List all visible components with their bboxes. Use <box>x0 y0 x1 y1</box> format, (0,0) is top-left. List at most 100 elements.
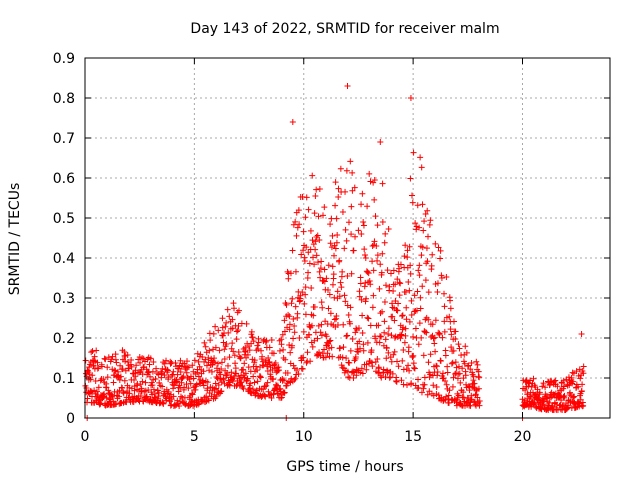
data-point <box>187 380 194 387</box>
data-point <box>257 374 264 381</box>
data-point <box>155 389 162 396</box>
data-point <box>411 308 418 315</box>
data-point <box>381 239 388 246</box>
data-point <box>376 285 383 292</box>
data-point <box>561 392 568 399</box>
data-point <box>449 359 456 366</box>
data-point <box>340 344 347 351</box>
data-point <box>182 363 189 370</box>
data-point <box>554 383 561 390</box>
data-point <box>364 339 371 346</box>
data-point <box>122 358 129 365</box>
data-point <box>208 368 215 375</box>
data-point <box>371 196 378 203</box>
data-point <box>526 393 533 400</box>
data-point <box>410 333 417 340</box>
data-point <box>422 211 429 218</box>
data-point <box>174 378 181 385</box>
data-point <box>294 366 301 373</box>
data-point <box>207 337 214 344</box>
data-point <box>167 360 174 367</box>
data-point <box>398 331 405 338</box>
data-point <box>468 392 475 399</box>
data-point <box>441 303 448 310</box>
data-point <box>456 345 463 352</box>
data-point <box>379 250 386 257</box>
data-point <box>404 254 411 261</box>
data-point <box>279 331 286 338</box>
data-point <box>573 368 580 375</box>
data-point <box>272 359 279 366</box>
data-point <box>195 358 202 365</box>
data-point <box>161 391 168 398</box>
data-point <box>424 391 431 398</box>
data-point <box>316 185 323 192</box>
data-point <box>364 203 371 210</box>
data-point <box>128 363 135 370</box>
data-point <box>109 366 116 373</box>
data-point <box>180 373 187 380</box>
data-point <box>261 392 268 399</box>
data-point <box>409 354 416 361</box>
data-point <box>565 404 572 411</box>
data-point <box>382 230 389 237</box>
data-point <box>211 355 218 362</box>
data-point <box>249 386 256 393</box>
data-point <box>238 379 245 386</box>
data-point <box>333 312 340 319</box>
data-point <box>426 221 433 228</box>
data-point <box>147 395 154 402</box>
data-point <box>290 362 297 369</box>
data-point <box>126 390 133 397</box>
data-point <box>258 347 265 354</box>
data-point <box>392 281 399 288</box>
x-tick-label: 10 <box>295 429 313 445</box>
data-point <box>230 348 237 355</box>
data-point <box>378 269 385 276</box>
data-point <box>312 238 319 245</box>
data-point <box>385 349 392 356</box>
data-point <box>368 347 375 354</box>
data-point <box>357 345 364 352</box>
data-point <box>191 357 198 364</box>
data-point <box>325 305 332 312</box>
data-point <box>329 232 336 239</box>
data-point <box>539 383 546 390</box>
data-point <box>578 387 585 394</box>
data-point <box>388 358 395 365</box>
data-point <box>93 347 100 354</box>
data-point <box>402 325 409 332</box>
data-point <box>335 185 342 192</box>
data-point <box>124 358 131 365</box>
data-point <box>287 270 294 277</box>
data-point <box>447 297 454 304</box>
data-point <box>374 356 381 363</box>
data-point <box>400 381 407 388</box>
data-point <box>409 199 416 206</box>
data-point <box>437 358 444 365</box>
data-point <box>418 252 425 259</box>
data-point <box>311 261 318 268</box>
data-point <box>463 349 470 356</box>
y-tick-label: 0.1 <box>53 371 75 387</box>
data-point <box>446 387 453 394</box>
data-point <box>289 295 296 302</box>
data-point <box>330 271 337 278</box>
data-point <box>251 357 258 364</box>
data-point <box>331 294 338 301</box>
data-point <box>264 367 271 374</box>
data-point <box>132 373 139 380</box>
data-point <box>339 209 346 216</box>
data-point <box>286 342 293 349</box>
data-point <box>400 346 407 353</box>
data-point <box>380 366 387 373</box>
data-point <box>280 346 287 353</box>
data-point <box>319 304 326 311</box>
data-point <box>475 368 482 375</box>
data-point <box>160 400 167 407</box>
data-point <box>331 316 338 323</box>
data-point <box>192 386 199 393</box>
data-point <box>286 326 293 333</box>
data-point <box>408 312 415 319</box>
